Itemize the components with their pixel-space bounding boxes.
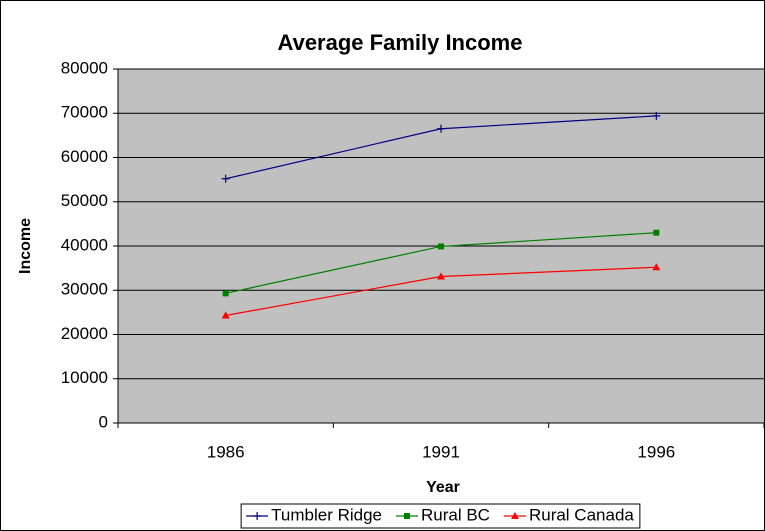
y-tick-label: 40000 — [61, 235, 108, 254]
marker — [510, 512, 519, 519]
legend-label: Rural BC — [421, 505, 490, 524]
marker — [652, 263, 661, 271]
y-tick-label: 80000 — [61, 58, 108, 77]
marker — [653, 229, 660, 236]
marker — [403, 513, 410, 519]
chart-title: Average Family Income — [278, 30, 523, 55]
marker — [437, 272, 445, 280]
x-tick-label: 1986 — [207, 442, 245, 461]
y-tick-label: 60000 — [61, 147, 108, 166]
marker — [222, 290, 229, 297]
y-tick-label: 70000 — [61, 103, 108, 122]
marker — [221, 311, 230, 319]
marker — [437, 124, 445, 133]
marker — [253, 512, 262, 520]
legend: Tumbler Ridge Rural BC Rural Canada — [240, 503, 641, 529]
x-tick-label: 1991 — [422, 442, 460, 461]
y-tick-label: 30000 — [61, 280, 108, 299]
y-tick-label: 0 — [99, 412, 108, 431]
marker — [438, 243, 444, 250]
y-axis-title: Income — [17, 218, 34, 274]
marker — [652, 111, 661, 120]
x-axis-title: Year — [426, 479, 460, 496]
legend-entry: Rural Canada — [503, 505, 634, 524]
x-tick-label: 1996 — [637, 442, 675, 461]
y-tick-label: 10000 — [61, 368, 108, 387]
marker — [221, 174, 230, 183]
legend-label: Tumbler Ridge — [271, 505, 382, 524]
legend-box — [240, 503, 641, 529]
y-tick-label: 20000 — [61, 324, 108, 343]
legend-entry: Rural BC — [395, 505, 490, 524]
legend-label: Rural Canada — [529, 505, 634, 524]
y-tick-label: 50000 — [61, 191, 108, 210]
legend-entry: Tumbler Ridge — [246, 505, 382, 524]
